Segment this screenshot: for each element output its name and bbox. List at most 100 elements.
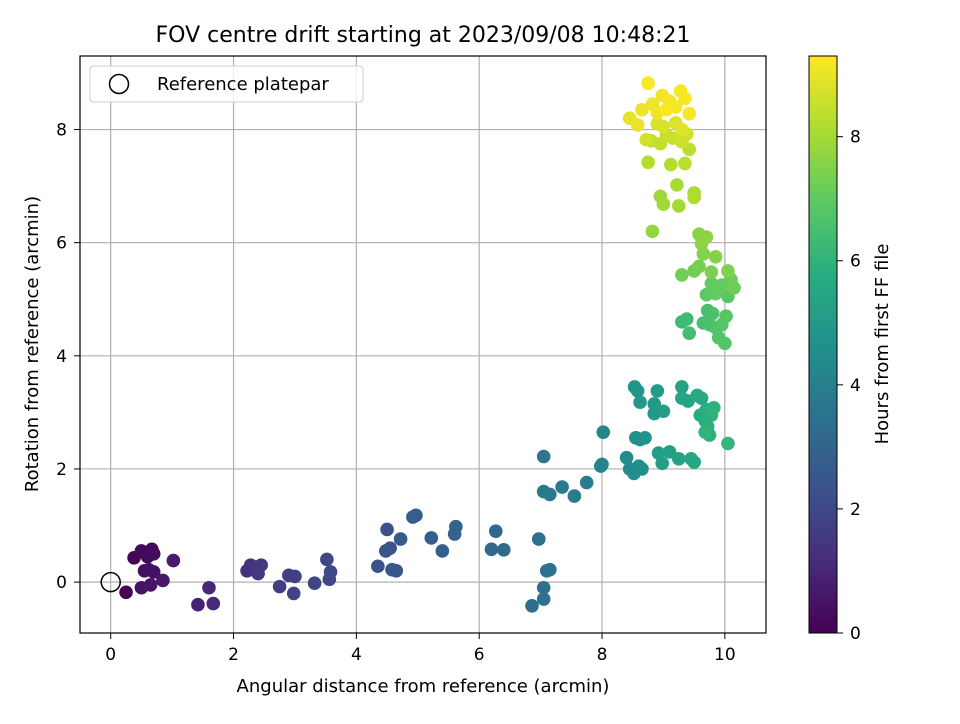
data-point <box>727 281 741 295</box>
data-point <box>678 156 692 171</box>
data-point <box>525 599 539 613</box>
data-point <box>687 190 701 205</box>
data-point <box>409 508 423 523</box>
data-point <box>694 391 709 406</box>
data-point <box>696 247 711 261</box>
data-point <box>721 264 735 278</box>
colorbar: 0 2 4 6 8 Hours from first FF file <box>808 55 893 644</box>
data-point <box>641 76 655 90</box>
y-tick-label: 8 <box>56 121 67 141</box>
data-point <box>579 475 594 490</box>
y-tick-label: 6 <box>56 234 67 254</box>
legend: Reference platepar <box>89 65 364 103</box>
data-point <box>694 237 709 251</box>
data-point <box>671 199 686 213</box>
x-tick-label: 6 <box>474 645 485 665</box>
data-point <box>656 119 671 134</box>
legend-label: Reference platepar <box>157 74 329 95</box>
data-point <box>596 425 611 439</box>
x-tick-label: 2 <box>228 645 239 665</box>
y-axis-label: Rotation from reference (arcmin) <box>22 196 43 492</box>
data-point <box>484 542 499 557</box>
data-point <box>719 309 733 324</box>
data-point <box>678 91 692 106</box>
data-point <box>708 250 723 264</box>
data-point <box>656 404 671 419</box>
colorbar-ticks: 0 2 4 6 8 <box>837 128 861 644</box>
data-point <box>704 265 719 279</box>
data-point <box>543 562 557 577</box>
y-tick-label: 0 <box>56 573 67 593</box>
colorbar-tick-label: 8 <box>850 128 861 148</box>
legend-open-circle-icon <box>108 73 130 95</box>
y-tick-label: 2 <box>56 460 67 480</box>
data-point <box>595 457 609 472</box>
chart-title: FOV centre drift starting at 2023/09/08 … <box>156 23 691 48</box>
data-point <box>531 532 546 546</box>
data-point <box>202 580 216 595</box>
colorbar-label: Hours from first FF file <box>872 244 893 445</box>
data-point <box>251 566 265 581</box>
data-point <box>536 580 551 595</box>
data-point <box>371 559 385 574</box>
data-point <box>650 384 665 398</box>
x-tick-label: 10 <box>714 645 736 665</box>
data-point <box>633 395 647 410</box>
data-point <box>664 157 678 172</box>
data-point <box>383 541 397 555</box>
data-point <box>639 132 654 147</box>
data-point <box>630 118 645 132</box>
colorbar-tick-label: 2 <box>850 500 861 520</box>
data-point <box>630 384 645 398</box>
data-point <box>166 553 181 568</box>
data-point <box>435 544 450 558</box>
data-point <box>146 547 161 561</box>
x-axis-ticks: 0 2 4 6 8 10 <box>105 633 736 665</box>
y-axis-ticks: 0 2 4 6 8 <box>56 121 80 593</box>
x-tick-label: 4 <box>351 645 362 665</box>
data-point <box>119 585 133 600</box>
data-point <box>536 449 551 464</box>
data-point <box>670 178 684 192</box>
data-point <box>146 565 161 579</box>
data-point <box>389 563 404 578</box>
data-point <box>706 401 721 415</box>
data-point <box>286 586 301 601</box>
data-point <box>671 451 686 466</box>
data-point <box>555 480 569 494</box>
data-point <box>206 596 221 611</box>
data-point <box>687 455 701 469</box>
data-point <box>698 425 712 439</box>
data-point <box>320 552 334 567</box>
data-point <box>380 522 394 537</box>
data-point <box>721 436 735 451</box>
data-point <box>641 155 655 170</box>
data-point <box>675 268 689 282</box>
reference-platepar-marker <box>100 571 121 593</box>
data-point <box>655 456 670 471</box>
data-point <box>488 524 503 538</box>
data-point <box>675 380 689 394</box>
data-point <box>536 592 551 606</box>
colorbar-tick-label: 6 <box>850 252 861 272</box>
data-point <box>288 569 302 584</box>
data-point <box>156 573 170 588</box>
legend-box <box>89 65 364 103</box>
data-point <box>682 326 697 340</box>
data-point <box>272 579 287 594</box>
data-point <box>307 576 322 591</box>
data-point <box>619 450 634 465</box>
data-point <box>645 224 660 239</box>
data-point <box>656 197 671 212</box>
data-point <box>675 122 689 137</box>
data-point <box>718 336 732 351</box>
data-point <box>143 578 158 592</box>
x-axis-label: Angular distance from reference (arcmin) <box>237 676 610 697</box>
data-point <box>638 431 652 445</box>
colorbar-tick-label: 0 <box>850 624 861 644</box>
data-point <box>567 489 582 503</box>
data-point <box>393 532 408 546</box>
x-tick-label: 8 <box>597 645 608 665</box>
data-point <box>424 531 439 545</box>
